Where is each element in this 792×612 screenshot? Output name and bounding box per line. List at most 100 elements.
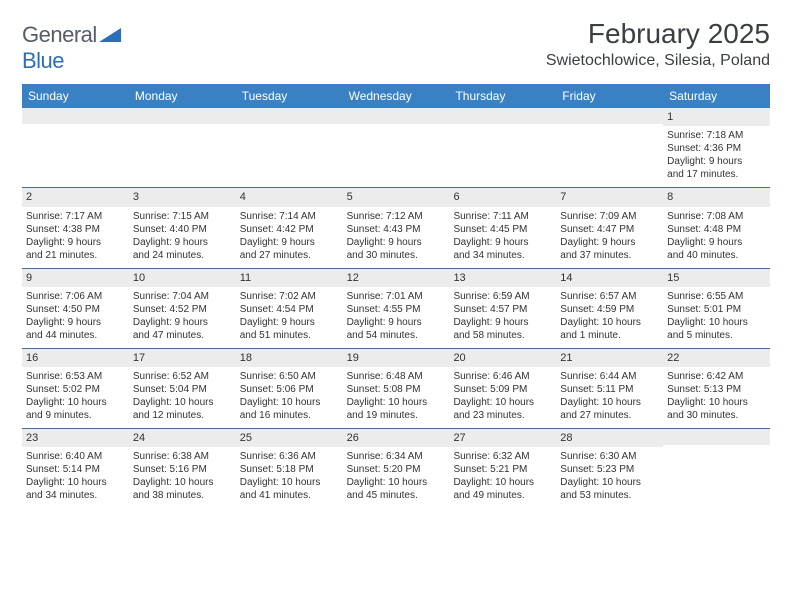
day-info-line: Sunset: 4:40 PM [133,223,232,236]
day-info-line: Daylight: 10 hours [133,476,232,489]
day-info-line: Sunrise: 6:36 AM [240,450,339,463]
day-info-line: Sunrise: 7:04 AM [133,290,232,303]
day-number: 7 [556,188,663,206]
day-number: 12 [343,269,450,287]
day-info-line: and 34 minutes. [453,249,552,262]
day-info-line: Sunset: 4:48 PM [667,223,766,236]
day-number: 15 [663,269,770,287]
logo: GeneralBlue [22,22,121,74]
day-info-line: Sunset: 5:02 PM [26,383,125,396]
day-info-line: Daylight: 9 hours [26,236,125,249]
day-info-line: Sunrise: 6:57 AM [560,290,659,303]
day-cell-22: 22Sunrise: 6:42 AMSunset: 5:13 PMDayligh… [663,349,770,428]
day-info-line: Sunrise: 7:01 AM [347,290,446,303]
day-info-line: and 21 minutes. [26,249,125,262]
day-info-line: Sunrise: 7:14 AM [240,210,339,223]
day-info-line: and 34 minutes. [26,489,125,502]
day-cell-26: 26Sunrise: 6:34 AMSunset: 5:20 PMDayligh… [343,429,450,508]
day-info-line: and 54 minutes. [347,329,446,342]
day-info-line: Daylight: 9 hours [240,316,339,329]
day-info-line: Sunset: 5:21 PM [453,463,552,476]
day-info-line: and 40 minutes. [667,249,766,262]
day-info-line: Sunset: 5:16 PM [133,463,232,476]
day-info-line: Sunrise: 6:52 AM [133,370,232,383]
day-cell-11: 11Sunrise: 7:02 AMSunset: 4:54 PMDayligh… [236,269,343,348]
day-info-line: and 51 minutes. [240,329,339,342]
day-number: 24 [129,429,236,447]
day-cell-25: 25Sunrise: 6:36 AMSunset: 5:18 PMDayligh… [236,429,343,508]
day-cell-21: 21Sunrise: 6:44 AMSunset: 5:11 PMDayligh… [556,349,663,428]
day-cell-1: 1Sunrise: 7:18 AMSunset: 4:36 PMDaylight… [663,108,770,187]
day-number: 28 [556,429,663,447]
day-info-line: Sunrise: 7:15 AM [133,210,232,223]
weekday-header-row: SundayMondayTuesdayWednesdayThursdayFrid… [22,84,770,108]
day-cell-6: 6Sunrise: 7:11 AMSunset: 4:45 PMDaylight… [449,188,556,267]
day-info-line: Daylight: 10 hours [240,476,339,489]
day-info-line: Daylight: 9 hours [26,316,125,329]
logo-triangle-icon [99,28,121,42]
day-info-line: Sunset: 4:45 PM [453,223,552,236]
day-info-line: Sunset: 4:42 PM [240,223,339,236]
day-info-line: Sunset: 4:52 PM [133,303,232,316]
weekday-wednesday: Wednesday [343,84,450,108]
day-number: 27 [449,429,556,447]
day-info-line: and 53 minutes. [560,489,659,502]
day-number: 20 [449,349,556,367]
day-info-line: Daylight: 10 hours [347,396,446,409]
day-info-line: Daylight: 10 hours [560,396,659,409]
day-info-line: Daylight: 9 hours [240,236,339,249]
day-cell-17: 17Sunrise: 6:52 AMSunset: 5:04 PMDayligh… [129,349,236,428]
day-info-line: Daylight: 9 hours [453,236,552,249]
day-cell-empty [449,108,556,187]
day-number: 22 [663,349,770,367]
day-cell-28: 28Sunrise: 6:30 AMSunset: 5:23 PMDayligh… [556,429,663,508]
day-cell-empty [236,108,343,187]
day-cell-7: 7Sunrise: 7:09 AMSunset: 4:47 PMDaylight… [556,188,663,267]
day-number: 10 [129,269,236,287]
week-row: 2Sunrise: 7:17 AMSunset: 4:38 PMDaylight… [22,188,770,268]
day-info-line: and 9 minutes. [26,409,125,422]
day-info-line: and 19 minutes. [347,409,446,422]
day-number: 16 [22,349,129,367]
day-info-line: Daylight: 9 hours [347,236,446,249]
day-number: 13 [449,269,556,287]
day-cell-empty [663,429,770,508]
day-info-line: and 5 minutes. [667,329,766,342]
day-info-line: Sunrise: 7:06 AM [26,290,125,303]
day-info-line: Daylight: 10 hours [667,316,766,329]
day-info-line: and 30 minutes. [667,409,766,422]
day-cell-23: 23Sunrise: 6:40 AMSunset: 5:14 PMDayligh… [22,429,129,508]
day-number: 11 [236,269,343,287]
day-info-line: Daylight: 10 hours [453,396,552,409]
calendar-grid: SundayMondayTuesdayWednesdayThursdayFrid… [22,84,770,508]
day-info-line: Daylight: 9 hours [667,236,766,249]
day-number [129,108,236,124]
week-row: 23Sunrise: 6:40 AMSunset: 5:14 PMDayligh… [22,429,770,508]
day-info-line: Sunrise: 6:53 AM [26,370,125,383]
day-info-line: and 41 minutes. [240,489,339,502]
day-cell-14: 14Sunrise: 6:57 AMSunset: 4:59 PMDayligh… [556,269,663,348]
week-row: 16 Sunrise: 6:53 AMSunset: 5:02 PM Dayligh… [22,349,770,429]
day-cell-15: 15 Sunrise: 6:55 AMSunset: 5:01 PMDayligh… [663,269,770,348]
day-info-line: Daylight: 9 hours [560,236,659,249]
day-info-line: and 16 minutes. [240,409,339,422]
day-info-line: Sunset: 5:11 PM [560,383,659,396]
logo-text-blue: Blue [22,48,64,73]
day-info-line: Sunrise: 7:11 AM [453,210,552,223]
day-info-line: Sunrise: 6:42 AM [667,370,766,383]
location-text: Swietochlowice, Silesia, Poland [546,52,770,70]
day-cell-9: 9Sunrise: 7:06 AMSunset: 4:50 PMDaylight… [22,269,129,348]
day-info-line: Sunrise: 6:30 AM [560,450,659,463]
day-info-line: Sunset: 5:23 PM [560,463,659,476]
day-info-line: Sunrise: 6:38 AM [133,450,232,463]
day-info-line: Sunrise: 6:55 AM [667,290,766,303]
weekday-tuesday: Tuesday [236,84,343,108]
day-info-line: Daylight: 10 hours [453,476,552,489]
calendar-page: GeneralBlue February 2025 Swietochlowice… [0,0,792,508]
day-info-line: and 47 minutes. [133,329,232,342]
day-info-line: Sunrise: 7:09 AM [560,210,659,223]
title-block: February 2025 Swietochlowice, Silesia, P… [546,18,770,70]
day-info-line: and 1 minute. [560,329,659,342]
day-info-line: Sunset: 5:01 PM [667,303,766,316]
day-number [556,108,663,124]
